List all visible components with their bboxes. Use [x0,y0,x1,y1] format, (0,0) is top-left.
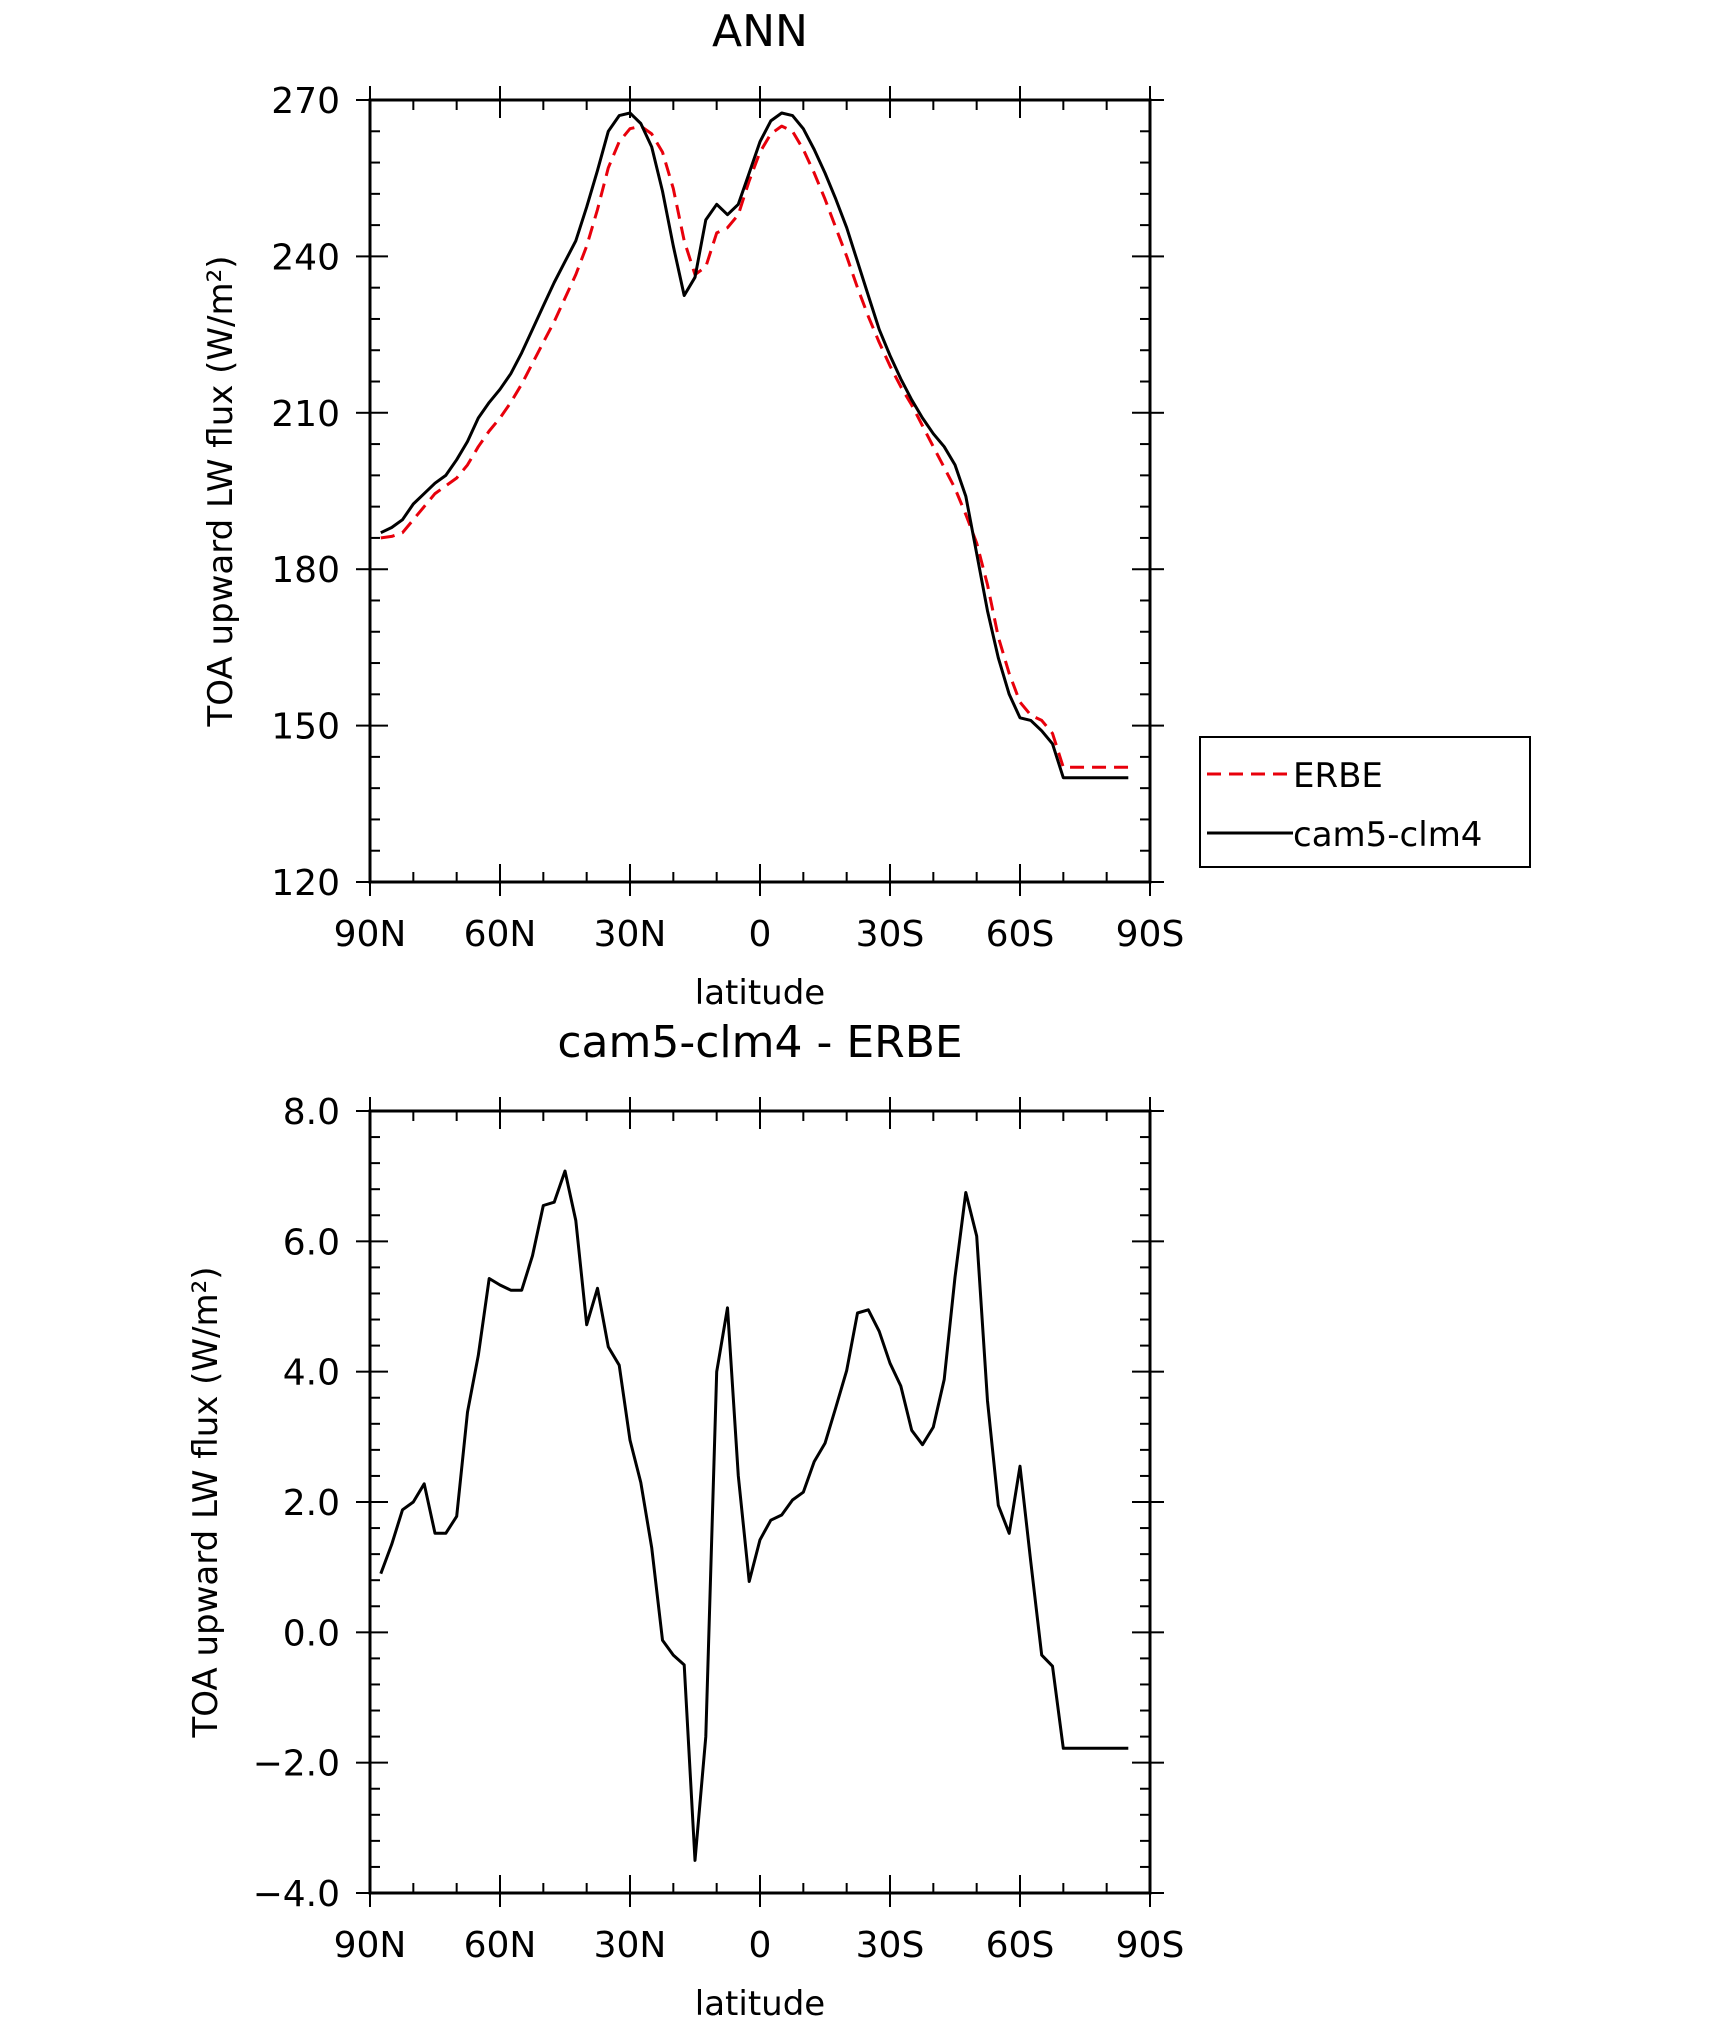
x-tick-label: 90N [334,1925,407,1966]
series-line-cam5-clm4-erbe [379,1169,1129,1862]
tick-marks [356,86,1164,896]
y-tick-labels: 120 150 180 210 240 270 [271,81,340,904]
plot-frame [368,98,1152,884]
x-tick-labels: 90N 60N 30N 0 30S 60S 90S [334,1925,1185,1966]
x-tick-label: 30N [594,914,667,955]
y-tick-label: 8.0 [283,1092,340,1133]
plot-frame [368,1109,1152,1895]
x-tick-label: 60S [986,914,1055,955]
legend-label-cam5-clm4: cam5-clm4 [1293,815,1482,855]
series-line-erbe [380,124,1129,769]
series-line-cam5-clm4 [380,111,1129,780]
chart-title: ANN [712,6,808,57]
x-tick-label: 30S [856,1925,925,1966]
y-tick-label: 120 [271,863,340,904]
series-group [379,1169,1129,1862]
x-tick-label: 0 [749,1925,772,1966]
y-tick-label: 180 [271,550,340,591]
legend-label-erbe: ERBE [1293,756,1383,796]
y-tick-label: −2.0 [253,1744,340,1785]
x-tick-label: 30N [594,1925,667,1966]
x-tick-label: 60N [464,914,537,955]
y-tick-label: −4.0 [253,1874,340,1915]
y-tick-label: 150 [271,707,340,748]
x-tick-label: 0 [749,914,772,955]
x-tick-label: 30S [856,914,925,955]
y-tick-label: 270 [271,81,340,122]
legend: ERBE cam5-clm4 [1199,736,1531,868]
y-tick-label: 240 [271,237,340,278]
x-tick-label: 90N [334,914,407,955]
y-tick-label: 210 [271,394,340,435]
y-axis-label: TOA upward LW flux (W/m²) [186,1266,226,1738]
chart-title: cam5-clm4 - ERBE [557,1017,962,1068]
x-axis-label: latitude [695,1984,825,2021]
y-tick-labels: −4.0 −2.0 0.0 2.0 4.0 6.0 8.0 [253,1092,340,1915]
x-axis-label: latitude [695,973,825,1013]
y-axis-label: TOA upward LW flux (W/m²) [201,255,241,727]
y-tick-label: 4.0 [283,1353,340,1394]
legend-box [1199,736,1531,868]
chart-difference: cam5-clm4 - ERBE −4.0 −2.0 0.0 2.0 4.0 6.0 8.0… [186,1017,1184,2021]
x-tick-label: 90S [1116,1925,1185,1966]
x-tick-labels: 90N 60N 30N 0 30S 60S 90S [334,914,1185,955]
y-tick-label: 0.0 [283,1613,340,1654]
x-tick-label: 60N [464,1925,537,1966]
y-tick-label: 2.0 [283,1483,340,1524]
tick-marks [356,1097,1164,1907]
y-tick-label: 6.0 [283,1222,340,1263]
series-group [380,111,1129,780]
x-tick-label: 60S [986,1925,1055,1966]
x-tick-label: 90S [1116,914,1185,955]
